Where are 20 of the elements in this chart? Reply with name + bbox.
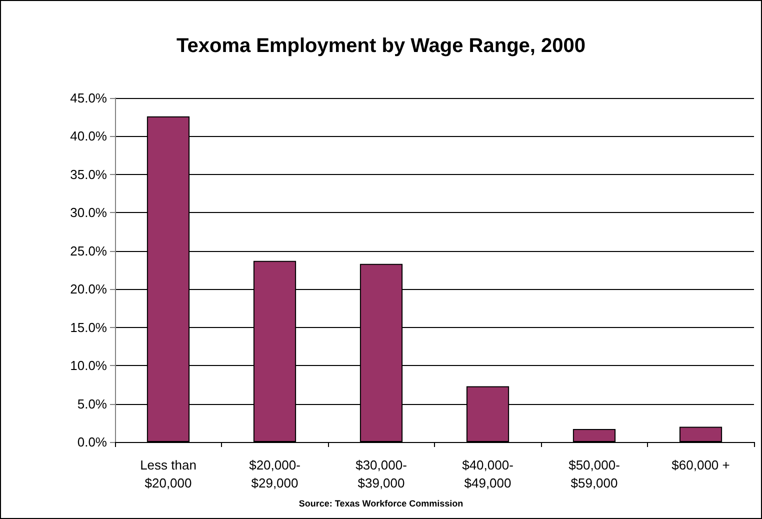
x-tick-label: $40,000- $49,000 (462, 458, 514, 490)
y-tick-label: 0.0% (77, 434, 108, 450)
x-tick-label: Less than $20,000 (140, 458, 196, 490)
y-tick-label: 45.0% (70, 90, 108, 106)
bar (572, 429, 616, 442)
x-tick-label: $20,000- $29,000 (249, 458, 300, 490)
y-tick-label: 15.0% (70, 320, 108, 335)
source-note: Source: Texas Workforce Commission (298, 498, 464, 508)
y-tick-label: 10.0% (70, 358, 108, 374)
y-tick-label: 30.0% (70, 205, 108, 220)
bar (679, 426, 722, 442)
y-tick-label: 20.0% (70, 282, 108, 297)
y-tick-label: 40.0% (70, 128, 108, 144)
y-tick-label: 35.0% (70, 166, 108, 182)
chart-title: Texoma Employment by Wage Range, 2000 (176, 35, 586, 57)
y-tick-label: 5.0% (77, 396, 108, 412)
x-tick-label: $50,000- $59,000 (568, 458, 620, 490)
x-tick-label: $30,000- $39,000 (356, 458, 407, 490)
x-tick-label: $60,000 + (672, 458, 730, 472)
y-tick-label: 25.0% (70, 243, 108, 258)
